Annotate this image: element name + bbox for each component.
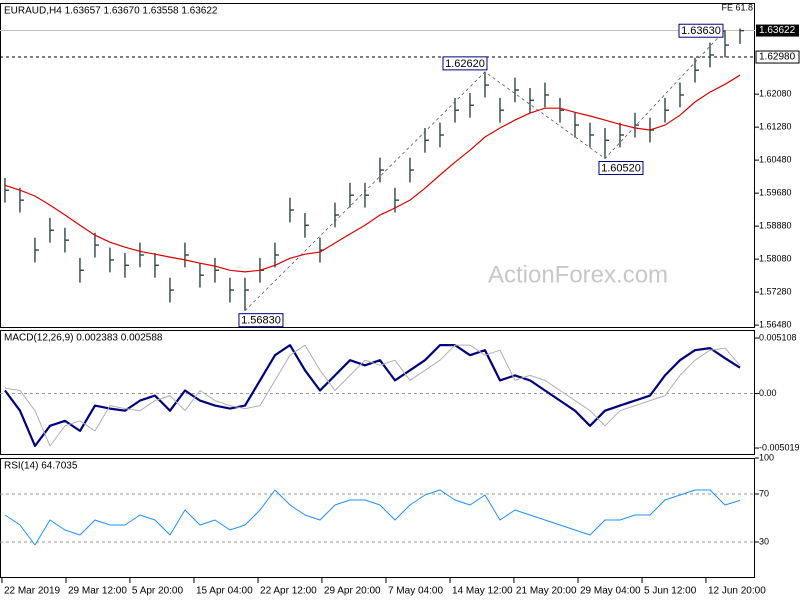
panel-frame [0,458,755,578]
annotation-box [238,313,284,328]
level-tag [755,50,800,64]
x-tick-label: 7 May 04:00 [388,586,443,597]
indicator-line [4,489,741,546]
x-tick-label: 5 Jun 12:00 [644,586,697,597]
panel-frame [0,330,755,455]
x-tick-label: 21 May 20:00 [516,586,577,597]
watermark: ActionForex.com [488,261,668,288]
fe-label: FE 61.8 [721,2,753,12]
y-tick-label: 100 [759,452,774,462]
y-tick-label: 70 [759,488,769,498]
y-tick-label: 1.56480 [759,319,792,329]
indicator-line [4,344,741,447]
y-tick-label: 1.57280 [759,286,792,296]
annotation-label: 1.62620 [445,58,485,70]
annotation-box [442,56,488,71]
panel-title: MACD(12,26,9) 0.002383 0.002588 [4,333,163,344]
x-tick-label: 29 May 04:00 [580,586,641,597]
moving-average [4,74,741,273]
y-tick-label: 1.60480 [759,155,792,165]
level-label: 1.62980 [759,52,796,63]
y-tick-label: 1.62080 [759,89,792,99]
x-tick-label: 15 Apr 04:00 [196,586,253,597]
last-price-tag [756,24,799,37]
x-tick-label: 22 Apr 12:00 [260,586,317,597]
panel-frame [0,3,755,328]
x-tick-label: 29 Mar 12:00 [68,586,127,597]
annotation-box [598,160,644,175]
annotation-box [678,23,724,38]
panel-title: EURAUD,H4 1.63657 1.63670 1.63558 1.6362… [4,6,218,17]
y-tick-label: 0.005108 [759,332,797,342]
x-tick-label: 22 Mar 2019 [4,586,61,597]
x-tick-label: 12 Jun 20:00 [708,586,766,597]
panel-title: RSI(14) 64.7035 [4,461,78,472]
y-tick-label: 1.58080 [759,253,792,263]
fib-connector [244,29,726,311]
y-tick-label: 1.59680 [759,188,792,198]
annotation-label: 1.60520 [601,162,641,174]
y-tick-label: 30 [759,536,769,546]
y-tick-label: 0.00 [759,388,777,398]
annotation-label: 1.56830 [241,315,281,327]
last-price-label: 1.63622 [759,25,796,36]
y-tick-label: 1.58880 [759,221,792,231]
y-tick-label: -0.005019 [759,442,800,452]
annotation-label: 1.63630 [681,25,721,37]
x-tick-label: 14 May 12:00 [452,586,513,597]
x-tick-label: 5 Apr 20:00 [132,586,184,597]
y-tick-label: 1.61280 [759,122,792,132]
x-tick-label: 29 Apr 20:00 [324,586,381,597]
